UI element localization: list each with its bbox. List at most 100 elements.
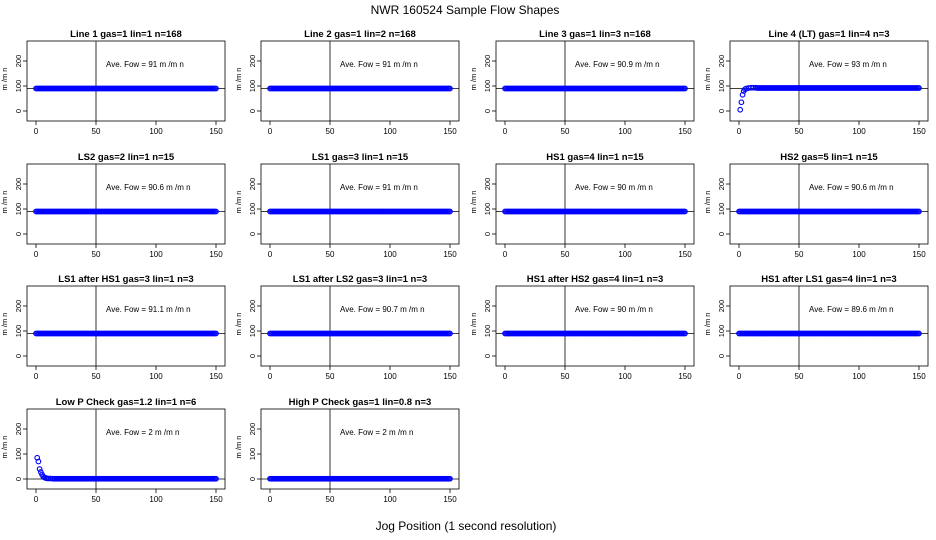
x-tick-label: 0 bbox=[737, 372, 742, 381]
data-points bbox=[33, 330, 219, 337]
y-tick-label: 0 bbox=[717, 354, 726, 358]
x-tick-label: 0 bbox=[34, 250, 39, 259]
y-tick-label: 100 bbox=[483, 203, 492, 216]
average-flow-annotation: Ave. Fow = 90 m /m n bbox=[575, 183, 653, 192]
y-axis-label: m /m n bbox=[469, 191, 478, 214]
y-tick-label: 200 bbox=[248, 178, 257, 191]
data-point bbox=[737, 106, 744, 113]
y-axis-label: m /m n bbox=[469, 68, 478, 91]
y-axis-label: m /m n bbox=[0, 436, 9, 459]
plot-frame bbox=[260, 285, 460, 367]
y-axis-label: m /m n bbox=[0, 191, 9, 214]
x-tick-label: 100 bbox=[383, 250, 397, 259]
x-tick-label: 100 bbox=[383, 495, 397, 504]
average-flow-annotation: Ave. Fow = 91.1 m /m n bbox=[106, 305, 191, 314]
plot-frame bbox=[26, 285, 226, 367]
panel-title: HS1 after LS1 gas=4 lin=1 n=3 bbox=[761, 274, 896, 285]
y-tick-label: 200 bbox=[717, 178, 726, 191]
y-tick-label: 0 bbox=[717, 232, 726, 236]
x-tick-label: 150 bbox=[443, 250, 457, 259]
y-tick-label: 100 bbox=[248, 80, 257, 93]
x-tick-label: 150 bbox=[209, 250, 223, 259]
x-tick-label: 0 bbox=[34, 495, 39, 504]
x-tick-label: 50 bbox=[92, 250, 101, 259]
x-tick-label: 100 bbox=[618, 250, 632, 259]
data-points bbox=[34, 454, 219, 482]
panel: Line 2 gas=1 lin=2 n=168 m /m n 0 100 200 0 50… bbox=[234, 29, 460, 136]
y-axis-label: m /m n bbox=[234, 436, 243, 459]
average-flow-annotation: Ave. Fow = 90 m /m n bbox=[575, 305, 653, 314]
data-points bbox=[267, 85, 453, 92]
plot-frame bbox=[729, 40, 929, 122]
y-tick-label: 0 bbox=[14, 109, 23, 113]
y-tick-label: 0 bbox=[248, 354, 257, 358]
x-tick-label: 50 bbox=[561, 127, 570, 136]
y-axis-label: m /m n bbox=[703, 191, 712, 214]
panel: HS1 gas=4 lin=1 n=15 m /m n 0 100 200 0 50 100 1… bbox=[469, 152, 695, 259]
x-tick-label: 50 bbox=[92, 372, 101, 381]
data-point bbox=[447, 85, 453, 92]
x-tick-label: 50 bbox=[326, 250, 335, 259]
panel-title: Low P Check gas=1.2 lin=1 n=6 bbox=[56, 397, 197, 408]
data-point bbox=[213, 330, 219, 337]
plot-frame bbox=[495, 285, 695, 367]
data-points bbox=[267, 330, 453, 337]
data-point bbox=[447, 330, 453, 337]
figure-xlabel: Jog Position (1 second resolution) bbox=[376, 519, 557, 533]
x-tick-label: 50 bbox=[561, 250, 570, 259]
y-axis-label: m /m n bbox=[703, 68, 712, 91]
data-points bbox=[502, 330, 688, 337]
data-points bbox=[267, 475, 453, 482]
x-tick-label: 100 bbox=[383, 127, 397, 136]
panel-title: Line 1 gas=1 lin=1 n=168 bbox=[70, 29, 182, 40]
y-axis-label: m /m n bbox=[703, 313, 712, 336]
data-point bbox=[447, 475, 453, 482]
average-flow-annotation: Ave. Fow = 93 m /m n bbox=[809, 60, 887, 69]
panel: High P Check gas=1 lin=0.8 n=3 m /m n 0 100… bbox=[234, 397, 460, 504]
data-point bbox=[682, 208, 688, 215]
y-axis-label: m /m n bbox=[234, 68, 243, 91]
y-tick-label: 200 bbox=[717, 300, 726, 313]
average-flow-annotation: Ave. Fow = 91 m /m n bbox=[340, 60, 418, 69]
x-tick-label: 0 bbox=[503, 372, 508, 381]
panel: Line 1 gas=1 lin=1 n=168 m /m n 0 100 200 0 50… bbox=[0, 29, 226, 136]
x-tick-label: 0 bbox=[34, 127, 39, 136]
average-flow-annotation: Ave. Fow = 2 m /m n bbox=[340, 428, 413, 437]
y-tick-label: 100 bbox=[717, 80, 726, 93]
panel: HS2 gas=5 lin=1 n=15 m /m n 0 100 200 0 50 100 1… bbox=[703, 152, 929, 259]
panel-title: Line 3 gas=1 lin=3 n=168 bbox=[539, 29, 651, 40]
x-tick-label: 150 bbox=[912, 250, 926, 259]
y-tick-label: 0 bbox=[483, 109, 492, 113]
data-point bbox=[916, 208, 922, 215]
x-tick-label: 0 bbox=[34, 372, 39, 381]
figure-title: NWR 160524 Sample Flow Shapes bbox=[371, 3, 560, 17]
data-point bbox=[213, 475, 219, 482]
panel: LS2 gas=2 lin=1 n=15 m /m n 0 100 200 0 50 100 1… bbox=[0, 152, 226, 259]
x-tick-label: 0 bbox=[268, 250, 273, 259]
x-tick-label: 50 bbox=[795, 372, 804, 381]
y-tick-label: 100 bbox=[14, 80, 23, 93]
y-axis-label: m /m n bbox=[234, 313, 243, 336]
data-point bbox=[916, 85, 922, 91]
y-tick-label: 0 bbox=[14, 477, 23, 481]
average-flow-annotation: Ave. Fow = 90.7 m /m n bbox=[340, 305, 425, 314]
y-tick-label: 200 bbox=[248, 300, 257, 313]
data-point bbox=[682, 330, 688, 337]
x-tick-label: 150 bbox=[912, 372, 926, 381]
x-tick-label: 150 bbox=[443, 495, 457, 504]
x-tick-label: 50 bbox=[92, 495, 101, 504]
x-tick-label: 0 bbox=[503, 250, 508, 259]
panel: LS1 after HS1 gas=3 lin=1 n=3 m /m n 0 100 2… bbox=[0, 274, 226, 381]
x-tick-label: 100 bbox=[149, 250, 163, 259]
y-tick-label: 200 bbox=[14, 423, 23, 436]
x-tick-label: 0 bbox=[737, 250, 742, 259]
plot-frame bbox=[495, 163, 695, 245]
x-tick-label: 50 bbox=[795, 250, 804, 259]
y-tick-label: 100 bbox=[14, 448, 23, 461]
y-axis-label: m /m n bbox=[469, 313, 478, 336]
x-tick-label: 50 bbox=[795, 127, 804, 136]
average-flow-annotation: Ave. Fow = 90.9 m /m n bbox=[575, 60, 660, 69]
average-flow-annotation: Ave. Fow = 89.6 m /m n bbox=[809, 305, 894, 314]
data-points bbox=[736, 208, 922, 215]
plot-frame bbox=[729, 163, 929, 245]
